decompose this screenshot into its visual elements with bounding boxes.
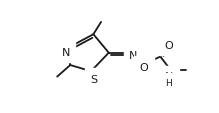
Text: N: N: [165, 72, 173, 81]
Text: O: O: [140, 62, 148, 72]
Text: N: N: [129, 51, 138, 61]
Text: H: H: [166, 78, 172, 87]
Text: S: S: [91, 74, 98, 84]
Text: O: O: [164, 40, 173, 50]
Text: N: N: [62, 47, 70, 57]
